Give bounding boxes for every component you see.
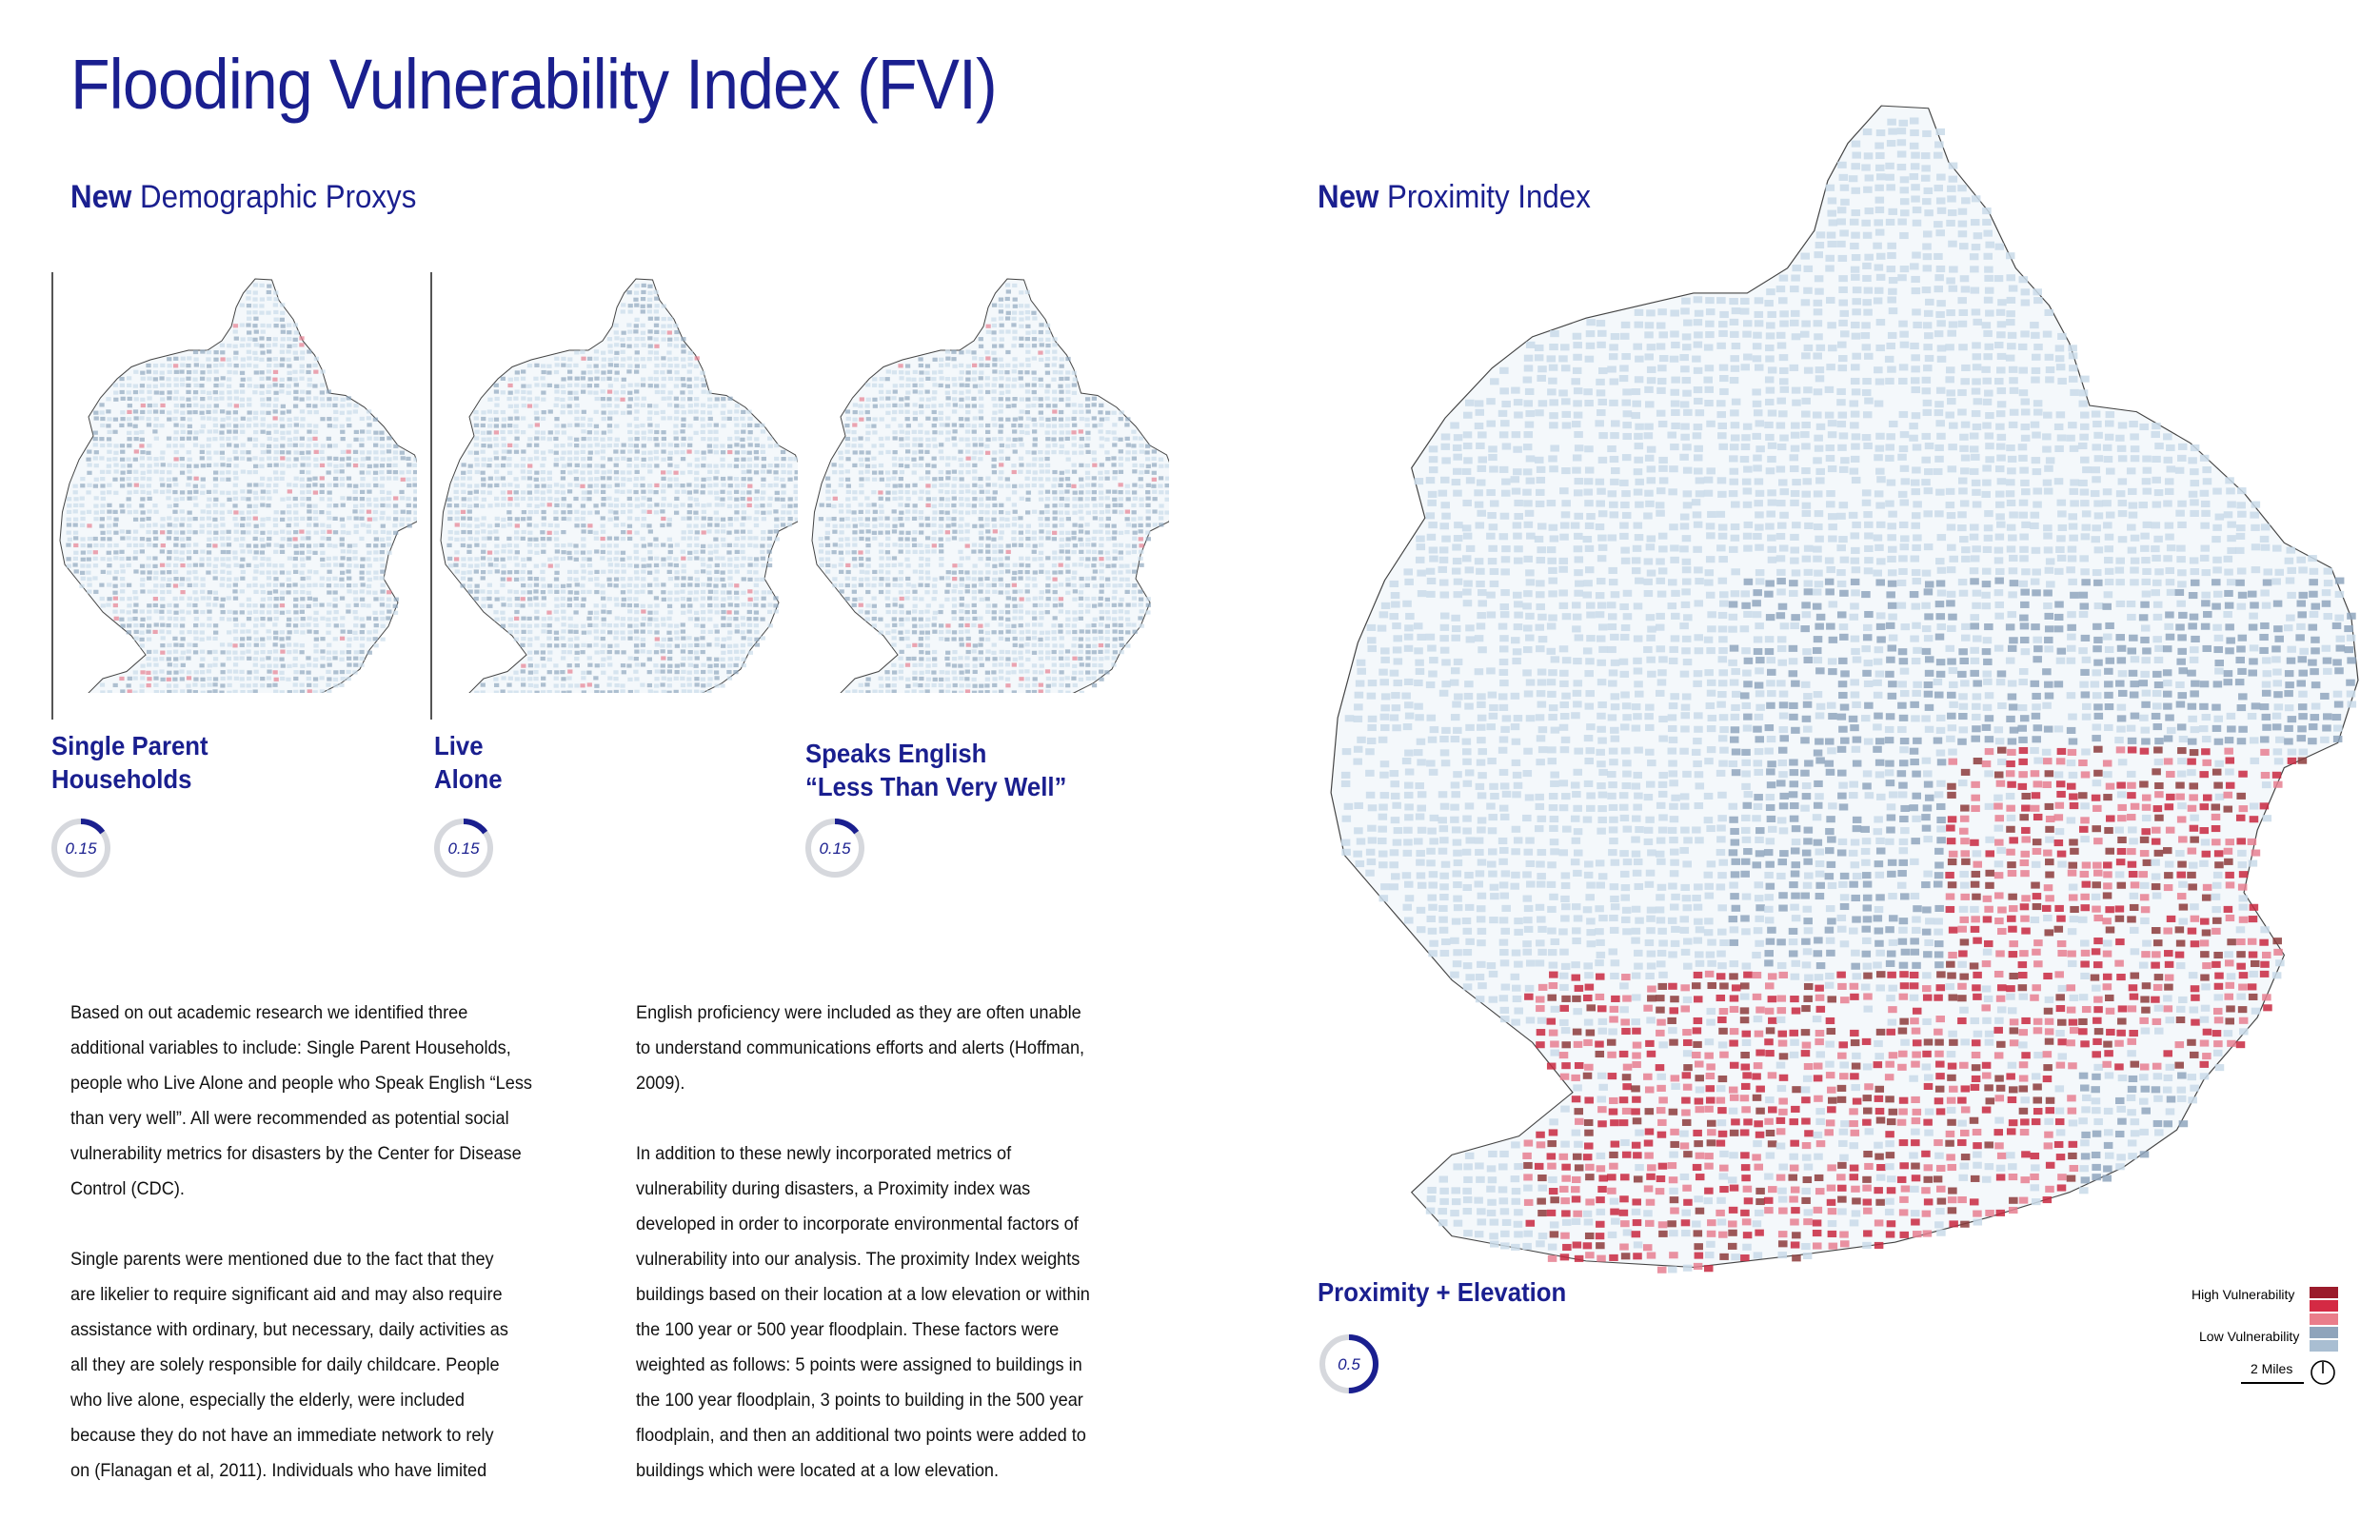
text-line: In addition to these newly incorporated … — [636, 1143, 1012, 1164]
text-line: who live alone, especially the elderly, … — [70, 1390, 465, 1411]
body-text-right: English proficiency were included as the… — [636, 996, 1090, 1489]
label-line: Alone — [434, 764, 503, 794]
demographic-proxys-heading: New Demographic Proxys — [70, 179, 416, 216]
text-line: additional variables to include: Single … — [70, 1037, 511, 1058]
heading-bold: New — [70, 179, 132, 215]
text-line: floodplain, and then an additional two p… — [636, 1425, 1086, 1446]
legend-swatch-5 — [2310, 1340, 2338, 1352]
label-line: Speaks English — [805, 739, 987, 768]
legend-swatch-3 — [2310, 1313, 2338, 1325]
speaks-english-map — [811, 278, 1169, 693]
label-line: “Less Than Very Well” — [805, 772, 1067, 801]
text-line: to understand communications efforts and… — [636, 1037, 1085, 1058]
text-line: weighted as follows: 5 points were assig… — [636, 1354, 1082, 1375]
weight-gauge-proximity: 0.5 — [1319, 1334, 1378, 1393]
text-line: assistance with ordinary, but necessary,… — [70, 1319, 508, 1340]
label-line: Households — [51, 764, 192, 794]
weight-gauge-live-alone: 0.15 — [434, 819, 493, 878]
page-title: Flooding Vulnerability Index (FVI) — [70, 45, 998, 124]
text-line: are likelier to require significant aid … — [70, 1284, 503, 1305]
text-line: buildings based on their location at a l… — [636, 1284, 1090, 1305]
legend-swatch-2 — [2310, 1300, 2338, 1312]
text-line: vulnerability during disasters, a Proxim… — [636, 1178, 1031, 1199]
text-line: because they do not have an immediate ne… — [70, 1425, 494, 1446]
divider-line — [51, 272, 53, 720]
text-line: Control (CDC). — [70, 1178, 185, 1199]
label-line: Single Parent — [51, 731, 208, 760]
gauge-value: 0.15 — [65, 839, 97, 858]
text-line: all they are solely responsible for dail… — [70, 1354, 500, 1375]
text-line: the 100 year floodplain, 3 points to bui… — [636, 1390, 1083, 1411]
body-text-left: Based on out academic research we identi… — [70, 996, 532, 1489]
text-line — [636, 1101, 1090, 1136]
text-line: people who Live Alone and people who Spe… — [70, 1073, 532, 1094]
text-line: Single parents were mentioned due to the… — [70, 1249, 494, 1270]
legend-high-label: High Vulnerability — [2192, 1287, 2295, 1302]
weight-gauge-speaks-english: 0.15 — [805, 819, 864, 878]
gauge-value: 0.15 — [447, 839, 480, 858]
text-line: Based on out academic research we identi… — [70, 1002, 468, 1023]
proxy-label-speaks-english: Speaks English “Less Than Very Well” — [805, 737, 1066, 803]
proxy-label-live-alone: Live Alone — [434, 729, 503, 796]
gauge-value: 0.5 — [1338, 1355, 1360, 1373]
live-alone-map — [440, 278, 798, 693]
text-line: the 100 year or 500 year floodplain. The… — [636, 1319, 1060, 1340]
heading-rest: Demographic Proxys — [131, 179, 417, 215]
scale-bar-label: 2 Miles — [2251, 1361, 2293, 1376]
borough-outline — [59, 278, 417, 693]
heading-rest: Proximity Index — [1378, 179, 1591, 215]
text-line: than very well”. All were recommended as… — [70, 1108, 509, 1129]
text-line: buildings which were located at a low el… — [636, 1460, 1000, 1481]
proximity-elevation-label: Proximity + Elevation — [1318, 1277, 1567, 1307]
text-line — [70, 1207, 532, 1242]
proxy-label-single-parent: Single Parent Households — [51, 729, 208, 796]
proximity-index-heading: New Proximity Index — [1318, 179, 1591, 216]
text-line: vulnerability into our analysis. The pro… — [636, 1249, 1081, 1270]
label-line: Live — [434, 731, 484, 760]
text-line: on (Flanagan et al, 2011). Individuals w… — [70, 1460, 487, 1481]
legend-low-label: Low Vulnerability — [2199, 1329, 2300, 1344]
text-line: English proficiency were included as the… — [636, 1002, 1081, 1023]
single-parent-map — [59, 278, 417, 693]
proximity-elevation-map — [1330, 105, 2359, 1273]
text-line: vulnerability metrics for disasters by t… — [70, 1143, 522, 1164]
legend-swatch-1 — [2310, 1287, 2338, 1298]
gauge-value: 0.15 — [819, 839, 851, 858]
text-line: 2009). — [636, 1073, 685, 1094]
north-arrow-icon — [2311, 1360, 2335, 1385]
divider-line — [430, 272, 432, 720]
scale-bar-line — [2241, 1382, 2304, 1384]
text-line: developed in order to incorporate enviro… — [636, 1214, 1079, 1234]
heading-bold: New — [1318, 179, 1379, 215]
weight-gauge-single-parent: 0.15 — [51, 819, 110, 878]
legend-swatch-4 — [2310, 1327, 2338, 1338]
